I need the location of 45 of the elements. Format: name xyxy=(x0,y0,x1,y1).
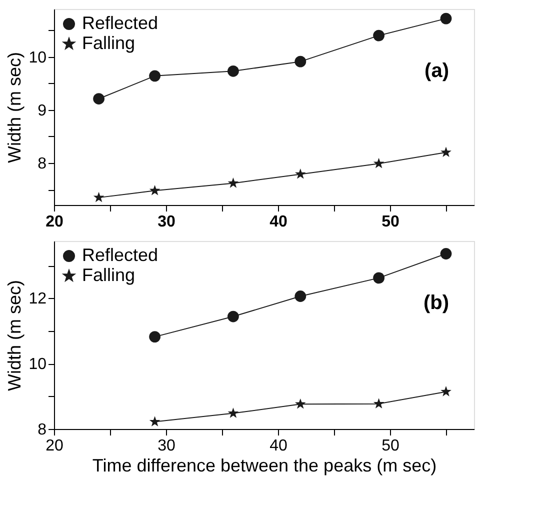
point xyxy=(440,386,452,396)
point xyxy=(149,331,160,342)
point xyxy=(93,192,104,202)
legend-label: Reflected xyxy=(82,245,158,265)
y-tick-label: 8 xyxy=(38,422,47,438)
point xyxy=(294,290,306,302)
x-tick-label: 50 xyxy=(382,438,400,454)
point xyxy=(294,168,306,179)
point xyxy=(149,184,160,196)
point xyxy=(228,65,239,77)
legend-label: Reflected xyxy=(82,13,158,33)
point xyxy=(93,93,104,104)
x-tick-label: 20 xyxy=(46,438,64,454)
point xyxy=(228,310,239,322)
point xyxy=(228,178,239,188)
y-tick-label: 10 xyxy=(28,356,47,374)
y-tick-label: 12 xyxy=(28,290,47,308)
point xyxy=(149,70,160,82)
legend-label: Falling xyxy=(82,33,136,53)
x-tick-label: 30 xyxy=(158,214,176,230)
y-axis-title: Width (m sec) xyxy=(4,280,25,392)
point xyxy=(294,398,306,409)
point xyxy=(440,248,452,260)
x-tick-label: 30 xyxy=(158,438,176,454)
point xyxy=(373,398,384,408)
y-axis-title: Width (m sec) xyxy=(4,52,25,164)
x-tick-label: 40 xyxy=(270,214,288,230)
annotation: (b) xyxy=(423,292,449,314)
y-tick-label: 8 xyxy=(38,156,47,173)
x-tick-label: 40 xyxy=(270,438,288,454)
point xyxy=(294,56,306,68)
point xyxy=(228,408,239,418)
point xyxy=(440,12,452,24)
point xyxy=(373,30,384,42)
point xyxy=(440,146,452,158)
point xyxy=(373,272,384,284)
annotation: (a) xyxy=(424,60,449,82)
legend-label: Falling xyxy=(82,265,136,285)
x-tick-label: 50 xyxy=(382,214,400,230)
x-axis-title: Time difference between the peaks (m sec) xyxy=(92,456,437,476)
x-tick-label: 20 xyxy=(46,214,64,230)
point xyxy=(149,416,160,426)
y-tick-label: 9 xyxy=(38,102,47,120)
y-tick-label: 10 xyxy=(28,49,47,66)
point xyxy=(373,158,384,168)
